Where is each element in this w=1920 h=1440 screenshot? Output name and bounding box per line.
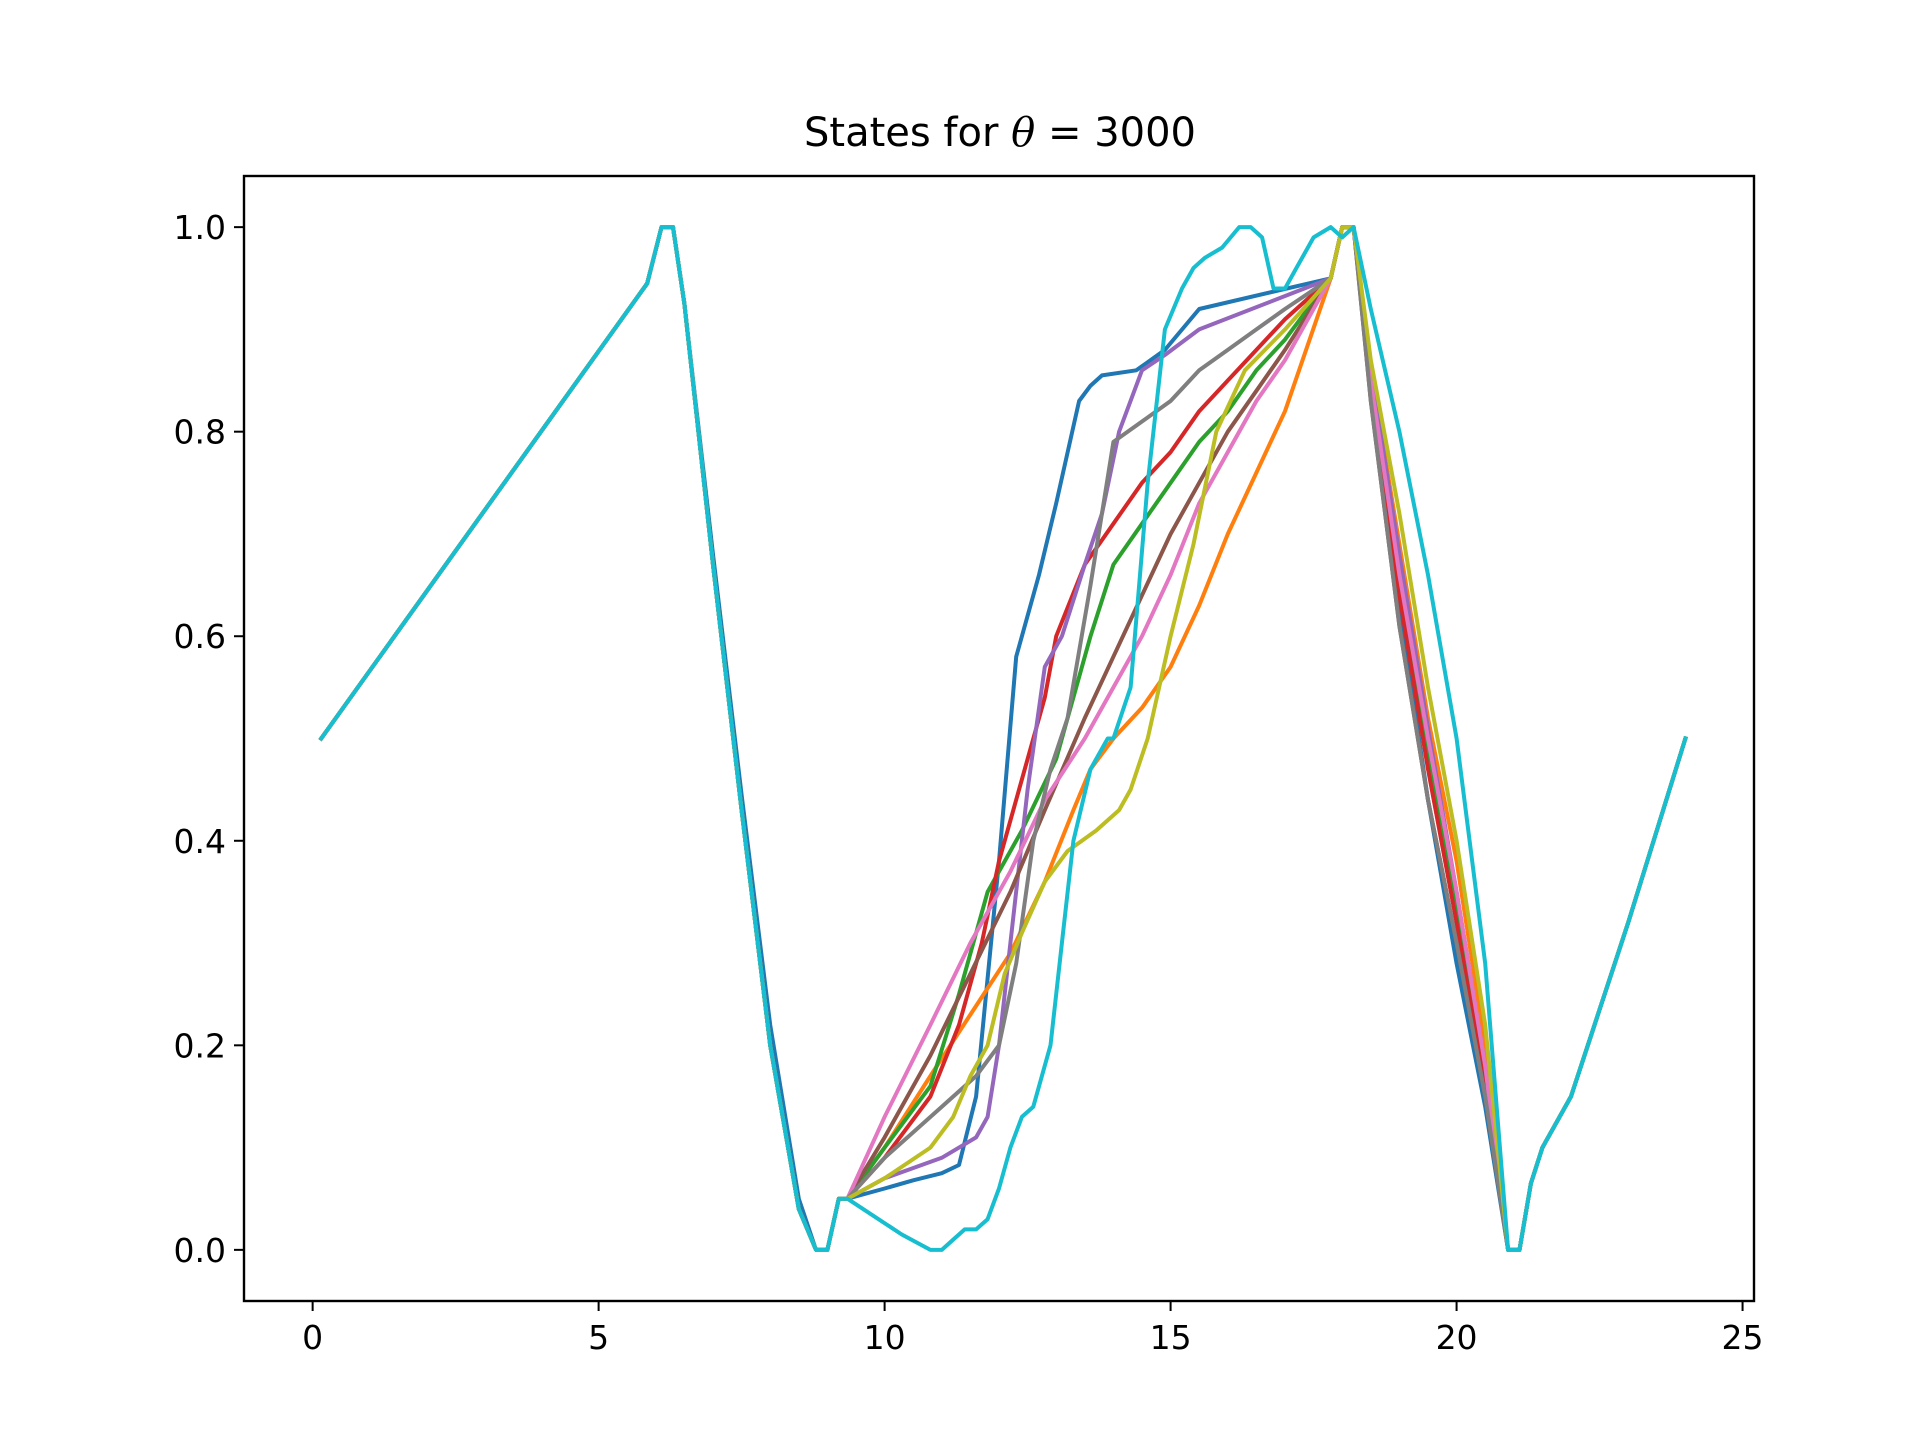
- series-line-10: [318, 225, 1688, 1252]
- y-tick-label: 0.8: [174, 413, 226, 452]
- plot-series-group: [318, 225, 1688, 1252]
- x-tick-label: 5: [588, 1318, 609, 1357]
- chart-title-suffix: = 3000: [1035, 110, 1196, 156]
- y-tick-label: 0.6: [174, 617, 226, 656]
- x-tick-label: 15: [1150, 1318, 1192, 1357]
- y-tick-label: 0.4: [174, 822, 226, 861]
- y-tick-label: 1.0: [174, 208, 226, 247]
- chart-title: States for θ = 3000: [804, 110, 1196, 156]
- y-tick-label: 0.2: [174, 1026, 226, 1065]
- y-tick-label: 0.0: [174, 1231, 226, 1270]
- chart-title-prefix: States for: [804, 110, 1011, 156]
- x-axis: 0 5 10 15 20 25: [302, 1301, 1764, 1357]
- x-tick-label: 0: [302, 1318, 323, 1357]
- plot-frame: [242, 174, 1756, 1303]
- x-tick-label: 25: [1722, 1318, 1764, 1357]
- y-axis: 0.0 0.2 0.4 0.6 0.8 1.0: [174, 208, 244, 1270]
- x-tick-label: 10: [864, 1318, 906, 1357]
- chart-title-symbol: θ: [1011, 110, 1035, 156]
- x-tick-label: 20: [1436, 1318, 1478, 1357]
